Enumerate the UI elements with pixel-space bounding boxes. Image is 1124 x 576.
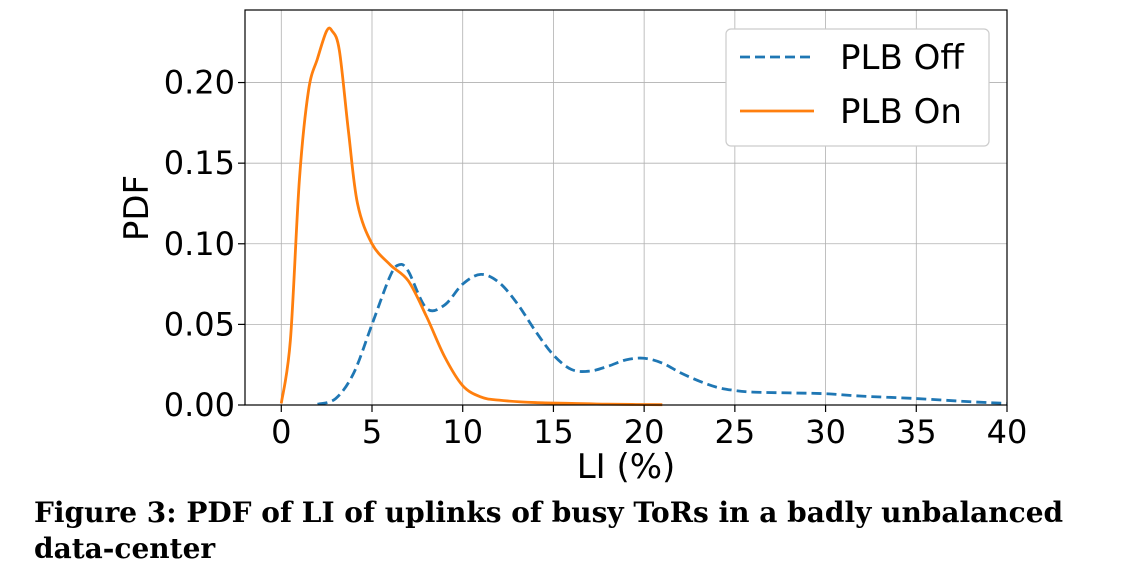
y-tick-label: 0.10 [164,225,235,263]
series-plb-on [279,26,663,407]
series-layer [279,26,1008,407]
y-tick-label: 0.20 [164,64,235,102]
x-tick-label: 35 [896,413,937,451]
y-tick-label: 0.05 [164,305,235,343]
legend-label-plb-on: PLB On [840,92,962,132]
x-tick-label: 10 [442,413,483,451]
x-tick-label: 25 [714,413,755,451]
x-tick-label: 5 [362,413,382,451]
y-axis-title: PDF [117,175,157,241]
x-tick-label: 20 [624,413,665,451]
x-tick-label: 0 [271,413,291,451]
x-tick-label: 15 [533,413,574,451]
series-plb-off [317,262,1008,406]
plot-frame [244,9,1008,406]
x-tick-label: 30 [805,413,846,451]
x-tick-label: 40 [987,413,1028,451]
legend: PLB Off PLB On [725,28,990,147]
x-axis-title: LI (%) [577,447,676,487]
pdf-chart: 0 5 10 15 20 25 30 35 40 0.00 0.05 0.10 0.15 0.20 LI… [117,9,1027,487]
y-axis-ticks: 0.00 0.05 0.10 0.15 0.20 [164,64,245,424]
figure-caption: Figure 3: PDF of LI of uplinks of busy T… [34,496,1064,565]
y-tick-label: 0.00 [164,386,235,424]
legend-label-plb-off: PLB Off [840,38,965,78]
y-tick-label: 0.15 [164,144,235,182]
x-axis-ticks: 0 5 10 15 20 25 30 35 40 [271,405,1027,451]
